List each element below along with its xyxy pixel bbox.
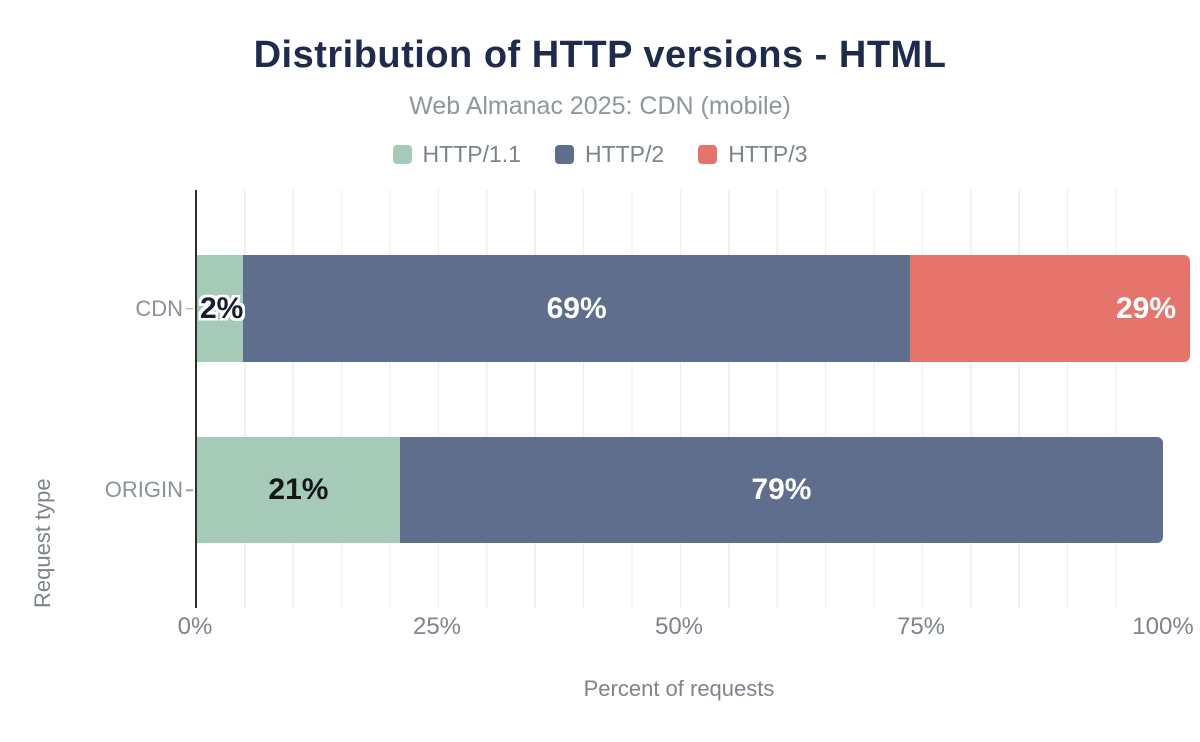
x-tick-0: 0%	[177, 613, 213, 640]
x-tick-100: 100%	[1132, 613, 1194, 640]
bar-segment-cdn-http2[interactable]: 69%	[243, 255, 910, 362]
x-tick-50: 50%	[654, 613, 704, 640]
legend-swatch-http2-icon	[554, 145, 574, 164]
bar-segment-cdn-http3[interactable]: 29%	[909, 255, 1191, 362]
legend-item-http1[interactable]: HTTP/1.1	[392, 141, 521, 168]
x-axis-ticks: 0% 25% 50% 75% 100%	[178, 613, 1194, 643]
bar-cdn: CDN 2% 69% 29%	[135, 255, 1191, 362]
bar-segment-origin-http1.1[interactable]: 21%	[197, 437, 400, 543]
bar-segment-cdn-http1.1[interactable]: 2%	[197, 255, 244, 362]
legend-swatch-http3-icon	[698, 145, 718, 164]
legend-label-http1: HTTP/1.1	[422, 141, 521, 167]
plot-area: CDN 2% 69% 29% ORIGIN 21% 79%	[105, 190, 1191, 608]
category-label-origin: ORIGIN	[104, 477, 183, 502]
bar-origin: ORIGIN 21% 79%	[105, 437, 1163, 543]
data-label: 29%	[1115, 291, 1177, 325]
chart-subtitle: Web Almanac 2025: CDN (mobile)	[409, 92, 791, 120]
legend-item-http3[interactable]: HTTP/3	[698, 141, 807, 168]
chart-title: Distribution of HTTP versions - HTML	[253, 34, 947, 76]
data-label: 21%	[268, 473, 329, 506]
y-axis-title: Request type	[30, 478, 55, 608]
legend-label-http3: HTTP/3	[728, 141, 808, 167]
bar-segment-origin-http2[interactable]: 79%	[399, 437, 1163, 543]
data-label: 2%	[200, 291, 244, 325]
x-tick-25: 25%	[412, 613, 462, 640]
data-label: 69%	[546, 291, 607, 325]
x-tick-75: 75%	[896, 613, 946, 640]
x-axis-title: Percent of requests	[583, 676, 775, 701]
legend-item-http2[interactable]: HTTP/2	[554, 141, 665, 168]
legend-label-http2: HTTP/2	[584, 141, 665, 167]
legend: HTTP/1.1 HTTP/2 HTTP/3	[0, 141, 1200, 168]
category-label-cdn: CDN	[135, 295, 183, 321]
legend-swatch-http1-icon	[392, 145, 412, 164]
data-label: 79%	[751, 473, 812, 506]
